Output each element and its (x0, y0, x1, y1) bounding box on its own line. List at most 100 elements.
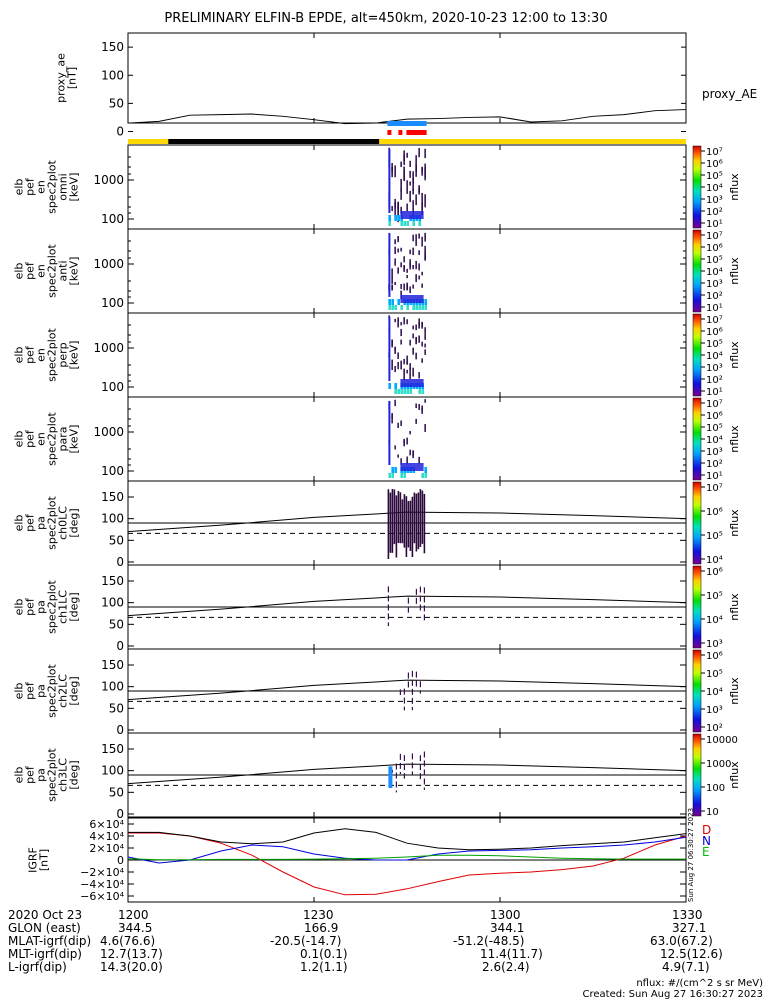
colorbar-tick-label: 10⁴ (706, 687, 723, 698)
spectrogram-pixel (421, 341, 423, 347)
spectrogram-pixel (412, 450, 414, 456)
spectrogram-pixel (418, 250, 420, 255)
colorbar-tick-label: 10⁶ (706, 411, 723, 422)
spectrogram-pixel (397, 299, 400, 305)
spectrogram-pixel (394, 198, 396, 205)
pitch-angle-ylabel: spec2plot (46, 748, 59, 802)
energy-spectrogram-ylabel: pef (24, 261, 37, 280)
colorbar-tick-label: 10⁴ (706, 267, 723, 278)
energy-spectrogram-ylabel: [keV] (68, 341, 81, 370)
y-tick-label: 150 (101, 490, 124, 504)
pitch-angle-ylabel: pef (24, 513, 37, 532)
spectrogram-pixel (403, 371, 405, 381)
pitch-angle-ylabel: [deg] (68, 592, 81, 621)
spectrogram-pixel (406, 319, 408, 325)
y-tick-label: 1000 (93, 173, 124, 187)
spectrogram-pixel (394, 305, 397, 310)
spectrogram-pixel (424, 399, 426, 403)
igrf-ylabel: [nT] (38, 849, 51, 871)
footer-row-time: 2020 Oct 23 1200 1230 1300 1330 (8, 909, 768, 922)
y-tick-label: 100 (101, 380, 124, 394)
footer-row-glon: GLON (east) 344.5 166.9 344.1 327.1 (8, 922, 768, 935)
data-segment-bar (406, 130, 427, 135)
spectrogram-pixel (388, 305, 391, 310)
proxy-ae-ylabel: proxy_ae (55, 53, 68, 103)
spectrogram-pixel (391, 359, 393, 366)
loss-cone-line (127, 763, 687, 785)
spectrogram-pixel (403, 221, 406, 226)
footer-value: 63.0(67.2) (650, 934, 713, 948)
colorbar (692, 733, 702, 817)
pitch-angle-ylabel: pa (35, 768, 48, 782)
energy-spectrogram-ylabel: para (57, 427, 70, 452)
colorbar-tick-label: 10⁶ (706, 327, 723, 338)
spectrogram-pixel (397, 319, 399, 328)
pitch-angle-ylabel: spec2plot (46, 580, 59, 634)
energy-spectrogram-ylabel: pef (24, 429, 37, 448)
spectrogram-pixel (400, 328, 402, 337)
y-tick-label: 50 (109, 96, 124, 110)
spectrogram-pixel (424, 305, 427, 310)
spectrogram-pixel (424, 424, 426, 432)
spectrogram-pixel (394, 258, 396, 266)
energy-spectrogram-ylabel: elb (13, 263, 26, 280)
spectrogram-pixel (415, 164, 417, 177)
spectrogram-pixel (409, 339, 411, 346)
spectrogram-pixel (424, 299, 427, 305)
spectrogram-pixel (403, 438, 405, 444)
footer-label: MLT-igrf(dip) (8, 947, 82, 961)
spectrogram-pixel (406, 221, 409, 226)
spectrogram-pixel (391, 206, 393, 212)
spectrogram-pixel (391, 285, 393, 290)
y-tick-label: −2×10⁴ (80, 866, 124, 879)
colorbar-tick-label: 10² (706, 459, 723, 470)
footer-value: 12.7(13.7) (100, 947, 163, 961)
spectrogram-pixel (415, 155, 417, 165)
spectrogram-pixel (400, 458, 402, 465)
proxy-ae-series-label: proxy_AE (702, 87, 757, 101)
proxy-ae-ylabel: [nT] (66, 67, 79, 89)
colorbar-label: nflux (728, 677, 741, 705)
footer-value: -20.5(-14.7) (270, 934, 342, 948)
spectrogram-pixel (391, 299, 394, 305)
energy-spectrogram-ylabel: spec2plot (46, 244, 59, 298)
spectrogram-pixel (394, 347, 396, 351)
colorbar-tick-label: 10³ (706, 447, 723, 458)
energy-spectrogram-ylabel: spec2plot (46, 328, 59, 382)
spectrogram-pixel (412, 347, 414, 355)
spectrogram-pixel (418, 221, 421, 226)
colorbar-tick-label: 100 (706, 783, 725, 794)
colorbar (692, 565, 702, 649)
colorbar-tick-label: 10² (706, 291, 723, 302)
spectrogram-pixel (409, 170, 411, 178)
spectrogram-pixel (418, 389, 421, 394)
colorbar-label: nflux (728, 173, 741, 201)
spectrogram-pixel (397, 248, 399, 253)
colorbar-tick-label: 10³ (706, 705, 723, 716)
plot-title: PRELIMINARY ELFIN-B EPDE, alt=450km, 202… (164, 11, 607, 26)
footer-value: 4.9(7.1) (662, 960, 710, 974)
spectrogram-pixel (415, 418, 417, 424)
spectrogram-pixel (406, 184, 408, 194)
spectrogram-pixel (421, 321, 423, 327)
spectrogram-pixel (400, 221, 403, 226)
spectrogram-pixel (409, 181, 411, 186)
spectrogram-pixel (406, 268, 408, 273)
spectrogram-pixel (424, 343, 426, 348)
pitch-angle-ylabel: spec2plot (46, 664, 59, 718)
spectrogram-pixel (415, 352, 417, 360)
spectrogram-pixel (394, 202, 396, 219)
energy-spectrogram-ylabel: pef (24, 177, 37, 196)
spectrogram-pixel (391, 276, 393, 284)
spectrogram-pixel (412, 221, 415, 226)
igrf-total-line (128, 828, 687, 851)
pitch-angle-ylabel: ch0LC (57, 506, 70, 540)
y-tick-label: 150 (101, 40, 124, 54)
spectrogram-pixel (388, 383, 391, 389)
colorbar-tick-label: 10² (706, 207, 723, 218)
energy-spectrogram-ylabel: [keV] (68, 173, 81, 202)
colorbar-tick-label: 10⁷ (706, 399, 723, 410)
energy-spectrogram-ylabel: en (35, 432, 48, 446)
y-tick-label: 150 (101, 658, 124, 672)
spectrogram-pixel (388, 149, 391, 213)
